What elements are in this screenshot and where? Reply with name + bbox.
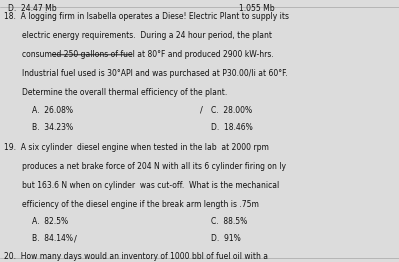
Text: B.  84.14%: B. 84.14% (32, 234, 73, 243)
Text: D.  91%: D. 91% (211, 234, 241, 243)
Text: but 163.6 N when on cylinder  was cut-off.  What is the mechanical: but 163.6 N when on cylinder was cut-off… (22, 181, 279, 190)
Text: C.  88.5%: C. 88.5% (211, 217, 248, 226)
Text: A.  26.08%: A. 26.08% (32, 106, 73, 114)
Text: /: / (74, 234, 77, 243)
Text: 1.055 Mb: 1.055 Mb (239, 4, 275, 13)
Text: consumed 250 gallons of fuel at 80°F and produced 2900 kW-hrs.: consumed 250 gallons of fuel at 80°F and… (22, 50, 274, 59)
Text: 18.  A logging firm in Isabella operates a Diese! Electric Plant to supply its: 18. A logging firm in Isabella operates … (4, 12, 289, 21)
Text: B.  34.23%: B. 34.23% (32, 123, 73, 132)
Text: D.  18.46%: D. 18.46% (211, 123, 253, 132)
Text: efficiency of the diesel engine if the break arm length is .75m: efficiency of the diesel engine if the b… (22, 200, 259, 209)
Text: electric energy requirements.  During a 24 hour period, the plant: electric energy requirements. During a 2… (22, 31, 272, 40)
Text: Industrial fuel used is 30°API and was purchased at P30.00/li at 60°F.: Industrial fuel used is 30°API and was p… (22, 69, 288, 78)
Text: D.  24.47 Mb: D. 24.47 Mb (8, 4, 57, 13)
Text: Determine the overall thermal efficiency of the plant.: Determine the overall thermal efficiency… (22, 88, 227, 97)
Text: A.  82.5%: A. 82.5% (32, 217, 68, 226)
Text: /: / (200, 106, 202, 114)
Text: produces a net brake force of 204 N with all its 6 cylinder firing on ly: produces a net brake force of 204 N with… (22, 162, 286, 171)
Text: 19.  A six cylinder  diesel engine when tested in the lab  at 2000 rpm: 19. A six cylinder diesel engine when te… (4, 143, 269, 152)
Text: C.  28.00%: C. 28.00% (211, 106, 253, 114)
Text: 20.  How many days would an inventory of 1000 bbl of fuel oil with a: 20. How many days would an inventory of … (4, 252, 268, 261)
